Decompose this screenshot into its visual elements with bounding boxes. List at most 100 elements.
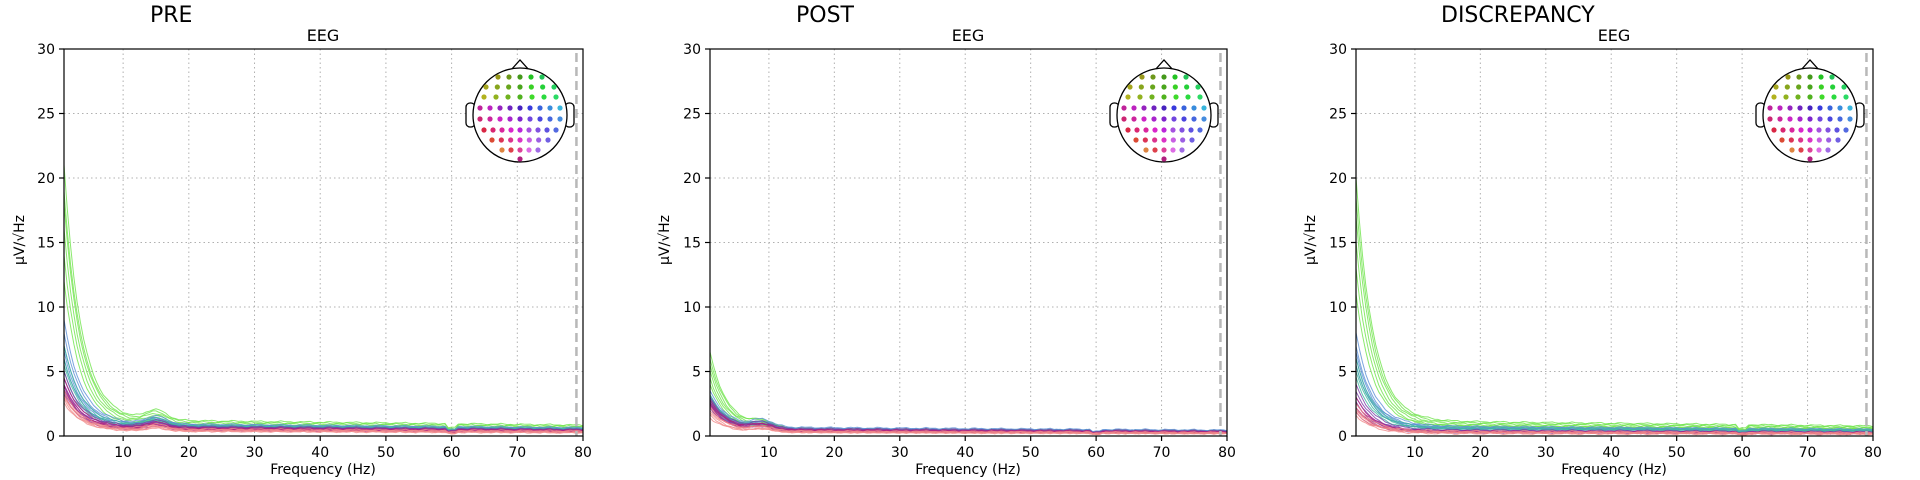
- y-tick-label: 10: [683, 300, 701, 316]
- sensor-dot: [1837, 116, 1843, 122]
- psd-trace-frontal-green: [1355, 268, 1874, 433]
- y-tick-label: 15: [1329, 236, 1347, 252]
- psd-trace-frontal-green: [63, 191, 584, 430]
- x-tick-label: 80: [1864, 445, 1882, 461]
- x-tick-label: 30: [891, 445, 909, 461]
- psd-trace-frontal-green: [709, 377, 1228, 435]
- plot-area: 10 20 30 40 50 60 70 80 0 5 10 15 20 25 30: [683, 42, 1236, 461]
- sensor-dot: [541, 94, 547, 100]
- sensor-dot: [1818, 74, 1824, 80]
- sensor-dot: [1807, 127, 1813, 133]
- sensor-dot: [507, 105, 513, 111]
- sensor-dot: [1161, 74, 1167, 80]
- sensor-dot: [1143, 127, 1149, 133]
- y-tick-label: 25: [37, 107, 55, 123]
- sensor-dot: [1152, 127, 1158, 133]
- psd-trace-central-blue: [63, 319, 584, 431]
- psd-trace-central-blue: [709, 397, 1228, 434]
- sensor-dot: [506, 74, 512, 80]
- psd-trace-central-blue: [709, 390, 1228, 433]
- sensor-dot: [1171, 105, 1177, 111]
- sensor-dot: [1798, 127, 1804, 133]
- y-tick-label: 20: [683, 171, 701, 187]
- sensor-dot: [499, 127, 505, 133]
- psd-trace-central-blue: [1355, 332, 1874, 432]
- sensor-dot: [1797, 116, 1803, 122]
- sensor-dot: [1185, 94, 1191, 100]
- sensor-dot: [1170, 127, 1176, 133]
- sensor-dot: [1139, 74, 1145, 80]
- sensor-dot: [1133, 137, 1139, 143]
- sensor-dot: [1807, 105, 1813, 111]
- x-tick-label: 20: [1471, 445, 1489, 461]
- sensor-dot: [1143, 147, 1149, 153]
- x-axis-label: Frequency (Hz): [915, 462, 1021, 478]
- sensor-dot: [1816, 127, 1822, 133]
- x-tick-label: 60: [443, 445, 461, 461]
- sensor-dot: [1780, 127, 1786, 133]
- sensor-dot: [526, 137, 532, 143]
- axes-title: EEG: [1598, 26, 1631, 45]
- sensor-dot: [1825, 127, 1831, 133]
- sensor-dot: [1785, 74, 1791, 80]
- sensor-dot: [477, 116, 483, 122]
- psd-trace-frontal-green: [1355, 197, 1874, 431]
- plot-area: 10 20 30 40 50 60 70 80 0 5 10 15 20 25 30: [37, 42, 592, 461]
- psd-trace-lateral-pink: [1355, 414, 1874, 436]
- sensor-dot: [1825, 147, 1831, 153]
- sensor-dot: [1127, 84, 1133, 90]
- sensor-dot: [1188, 127, 1194, 133]
- sensor-dot: [1779, 137, 1785, 143]
- sensor-dot: [1807, 137, 1813, 143]
- sensor-dot: [1798, 137, 1804, 143]
- sensor-dot: [1777, 105, 1783, 111]
- sensor-dot: [508, 137, 514, 143]
- sensor-dot: [1121, 116, 1127, 122]
- sensor-dot: [517, 74, 523, 80]
- psd-trace-frontal-green: [709, 365, 1228, 434]
- sensor-dot: [1777, 116, 1783, 122]
- panel-title: POST: [796, 3, 855, 28]
- x-tick-label: 70: [508, 445, 526, 461]
- sensor-dot: [1197, 127, 1203, 133]
- sensor-dot: [1150, 74, 1156, 80]
- sensor-dot: [1161, 127, 1167, 133]
- sensor-dot: [1841, 84, 1847, 90]
- psd-trace-central-blue: [1355, 352, 1874, 433]
- sensor-dot: [494, 84, 500, 90]
- sensor-dot: [517, 137, 523, 143]
- psd-trace-temporal-teal: [63, 345, 584, 431]
- psd-trace-frontal-green: [1355, 294, 1874, 432]
- sensor-dot: [1142, 137, 1148, 143]
- sensor-dot: [1134, 127, 1140, 133]
- x-tick-label: 30: [1537, 445, 1555, 461]
- sensor-dot: [517, 84, 523, 90]
- sensor-dot: [1843, 94, 1849, 100]
- sensor-dot: [1152, 137, 1158, 143]
- x-tick-label: 40: [956, 445, 974, 461]
- sensor-dot: [495, 74, 501, 80]
- sensor-dot: [1201, 105, 1207, 111]
- sensor-dot: [517, 94, 523, 100]
- sensor-dot: [1197, 94, 1203, 100]
- sensor-dot: [1161, 94, 1167, 100]
- sensor-dot: [1829, 74, 1835, 80]
- sensor-dot: [1771, 94, 1777, 100]
- sensor-dot: [527, 105, 533, 111]
- psd-trace-lateral-pink: [63, 402, 584, 435]
- sensor-dot: [1179, 127, 1185, 133]
- y-tick-label: 30: [683, 42, 701, 58]
- sensor-dot: [1138, 84, 1144, 90]
- sensor-dot: [1161, 84, 1167, 90]
- y-tick-label: 30: [37, 42, 55, 58]
- sensor-dot: [1172, 74, 1178, 80]
- x-tick-label: 30: [246, 445, 264, 461]
- sensor-dot: [1137, 94, 1143, 100]
- sensor-dot: [1152, 147, 1158, 153]
- y-axis-label: µV/√Hz: [1303, 215, 1319, 265]
- sensor-dot: [498, 137, 504, 143]
- sensor-dot: [1818, 84, 1824, 90]
- sensor-dot: [1161, 105, 1167, 111]
- psd-trace-central-blue: [63, 345, 584, 432]
- psd-trace-frontal-green: [63, 164, 584, 429]
